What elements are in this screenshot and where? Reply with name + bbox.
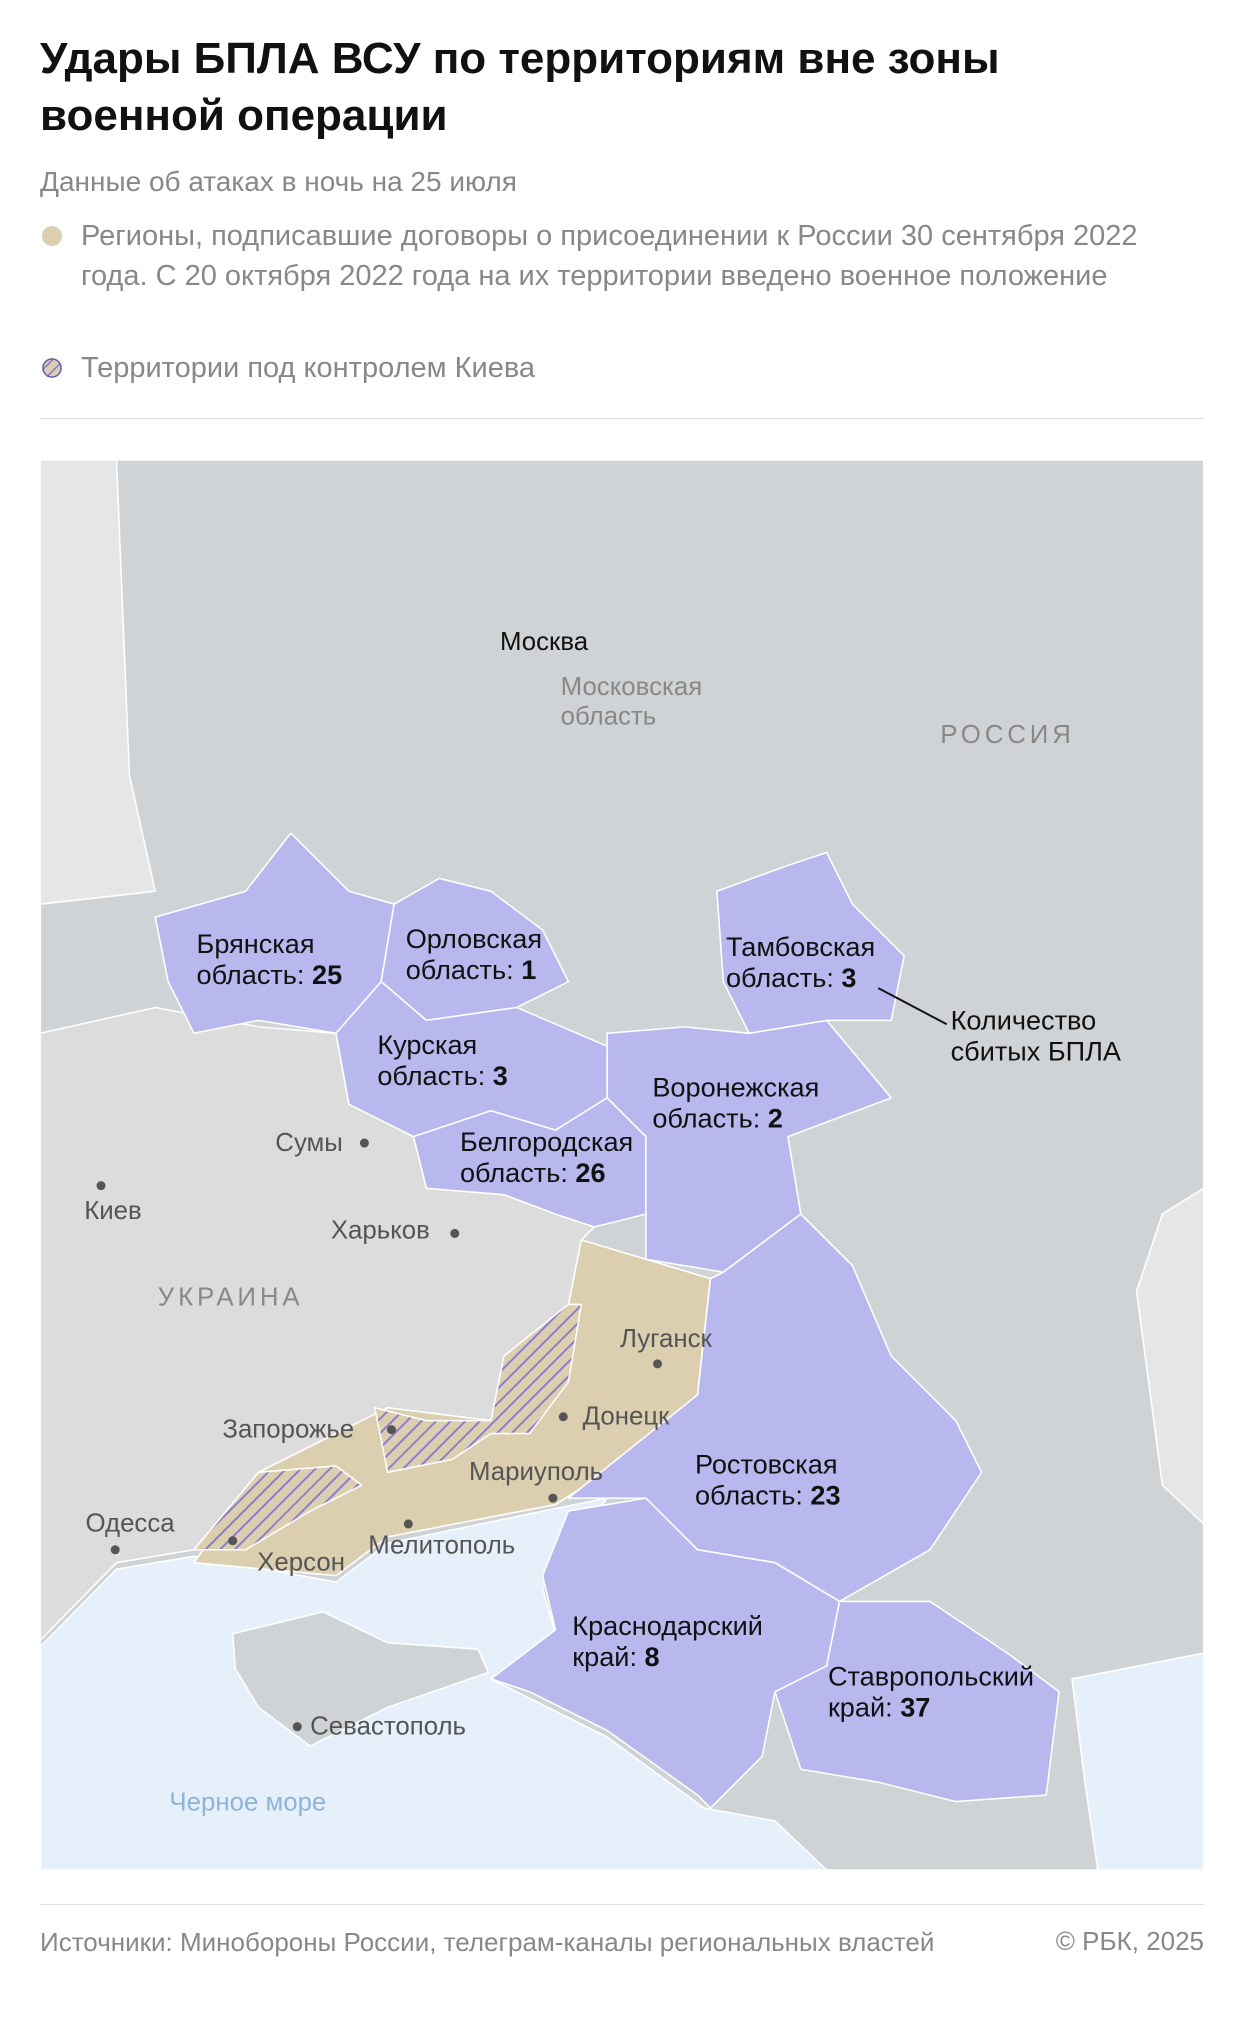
annotation-line xyxy=(877,987,948,1026)
map: Брянская область: 25 Орловская область: 1 … xyxy=(40,460,1204,1870)
region xyxy=(606,1019,892,1273)
legend-item: Территории под контролем Киева xyxy=(40,348,1180,388)
city-label: Херсон xyxy=(257,1548,345,1576)
kyiv-controlled xyxy=(373,1303,583,1474)
neighbor-land xyxy=(1135,1187,1204,1525)
count: 37 xyxy=(900,1691,930,1722)
city-label: Сумы xyxy=(275,1129,343,1157)
divider xyxy=(40,1904,1204,1905)
kyiv-controlled xyxy=(193,1465,363,1551)
annotation: Количество сбитых БПЛА xyxy=(951,1004,1122,1066)
crimea xyxy=(231,1610,490,1747)
legend-text: Регионы, подписавшие договоры о присоеди… xyxy=(81,220,1138,292)
neighbor-land xyxy=(40,460,157,905)
city-dot xyxy=(387,1425,397,1435)
count: 3 xyxy=(841,962,856,993)
divider xyxy=(40,418,1204,419)
legend-item: Регионы, подписавшие договоры о присоеди… xyxy=(40,216,1180,296)
region-label: Белгородская область: 26 xyxy=(460,1126,633,1188)
city-label: Луганск xyxy=(620,1325,713,1353)
region-label: Брянская область: 25 xyxy=(197,928,343,990)
region-label: Воронежская область: 2 xyxy=(652,1072,819,1134)
region-name: Московская область xyxy=(561,673,703,731)
city-dot xyxy=(96,1181,106,1191)
count: 2 xyxy=(768,1103,783,1134)
region-label: Орловская область: 1 xyxy=(406,923,542,985)
city-dot xyxy=(292,1722,302,1732)
country-label: УКРАИНА xyxy=(158,1284,304,1312)
city-dot xyxy=(228,1536,238,1546)
city-label: Мелитополь xyxy=(368,1532,515,1560)
city-dot xyxy=(652,1359,663,1369)
city-label: Одесса xyxy=(86,1510,176,1538)
city-label: Москва xyxy=(500,628,589,656)
city-label: Донецк xyxy=(583,1403,671,1431)
source: Источники: Минобороны России, телеграм-к… xyxy=(40,1927,935,1957)
country-label: РОССИЯ xyxy=(940,721,1074,749)
region xyxy=(774,1600,1060,1803)
region-label: Ростовская область: 23 xyxy=(695,1449,841,1511)
legend-swatch xyxy=(42,226,62,246)
sea xyxy=(1071,1652,1204,1870)
region xyxy=(490,1497,841,1809)
count: 8 xyxy=(645,1641,660,1672)
subtitle: Данные об атаках в ночь на 25 июля xyxy=(40,166,517,197)
count: 23 xyxy=(810,1480,840,1511)
legend-text: Территории под контролем Киева xyxy=(81,352,536,384)
count: 1 xyxy=(521,954,536,985)
legend-swatch xyxy=(42,358,62,378)
city-label: Запорожье xyxy=(222,1415,354,1443)
city-label: Харьков xyxy=(331,1217,430,1245)
region-label: Курская область: 3 xyxy=(377,1029,508,1091)
region-label: Тамбовская область: 3 xyxy=(726,931,875,993)
city-dot xyxy=(558,1412,568,1422)
city-dot xyxy=(359,1138,369,1148)
title: Удары БПЛА ВСУ по территориям вне зоны в… xyxy=(40,34,1000,140)
city-dot xyxy=(450,1228,460,1238)
region-labels: Брянская область: 25 Орловская область: 1 … xyxy=(197,923,1035,1722)
city-dot xyxy=(403,1519,413,1529)
region xyxy=(716,851,905,1035)
city-dot xyxy=(110,1545,120,1555)
city-dot xyxy=(548,1493,558,1503)
region-label: Краснодарский край: 8 xyxy=(572,1610,763,1672)
region-label: Ставропольский край: 37 xyxy=(828,1660,1034,1722)
copyright: © РБК, 2025 xyxy=(1055,1926,1204,1956)
count: 25 xyxy=(312,959,342,990)
sea-label: Черное море xyxy=(169,1789,326,1817)
city-label: Севастополь xyxy=(310,1712,466,1740)
places: Москва Московская область РОССИЯ УКРАИНА … xyxy=(84,628,1074,1817)
region xyxy=(567,1213,983,1603)
city-label: Киев xyxy=(84,1197,142,1225)
count: 26 xyxy=(575,1157,605,1188)
count: 3 xyxy=(493,1060,508,1091)
city-label: Мариуполь xyxy=(469,1458,603,1486)
